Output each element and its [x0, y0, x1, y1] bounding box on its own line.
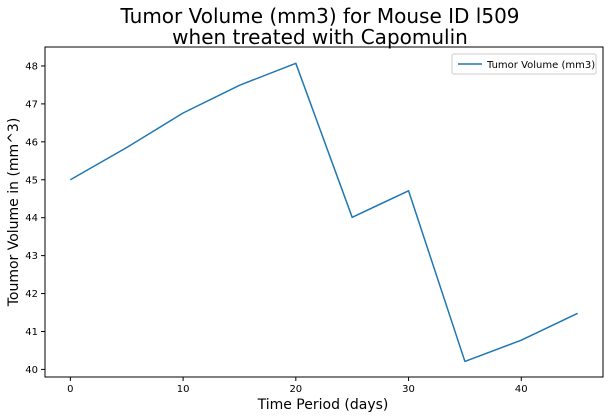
y-tick-label: 48 [25, 61, 38, 72]
plot-frame [44, 46, 604, 378]
y-axis-label: Toumor Volume in (mm^3) [6, 118, 22, 308]
legend-entry-label: Tumor Volume (mm3) [486, 60, 595, 71]
plot-area [44, 46, 604, 378]
legend: Tumor Volume (mm3) [451, 53, 597, 75]
chart-title-line-2: when treated with Capomulin [172, 25, 468, 49]
y-tick-label: 45 [25, 175, 38, 186]
x-tick-label: 0 [67, 384, 73, 395]
legend-box [451, 53, 597, 75]
x-tick-label: 20 [289, 384, 302, 395]
y-tick-label: 41 [25, 327, 38, 338]
x-axis-label: Time Period (days) [257, 397, 389, 413]
y-tick-label: 42 [25, 289, 38, 300]
series-layer [69, 62, 578, 363]
y-tick-label: 43 [25, 251, 38, 262]
x-tick-label: 10 [177, 384, 190, 395]
chart-title-line-1: Tumor Volume (mm3) for Mouse ID l509 [119, 4, 519, 28]
x-tick-label: 40 [515, 384, 528, 395]
x-tick-label: 30 [402, 384, 415, 395]
series-line-tumor-volume [69, 62, 578, 363]
y-tick-label: 46 [25, 137, 38, 148]
y-axis: 40 41 42 43 44 45 46 47 48 [25, 61, 45, 376]
y-tick-label: 40 [25, 365, 38, 376]
y-tick-label: 44 [25, 213, 38, 224]
y-tick-label: 47 [25, 99, 38, 110]
x-axis: 0 10 20 30 40 [67, 377, 528, 395]
